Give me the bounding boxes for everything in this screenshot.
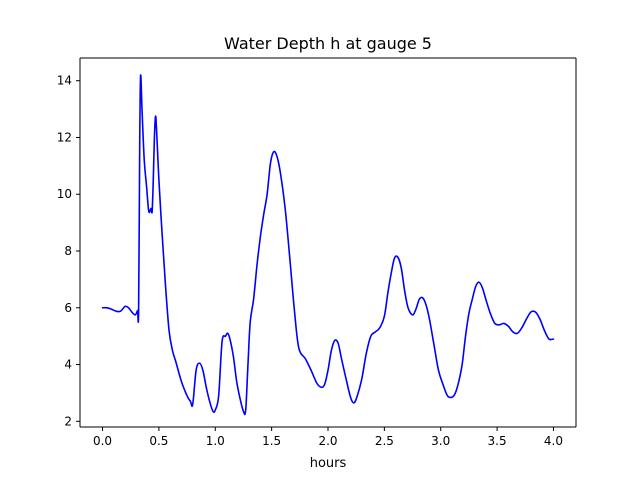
y-tick-label: 6 xyxy=(64,301,72,315)
x-tick-label: 3.0 xyxy=(431,434,450,448)
series-line xyxy=(101,74,555,416)
y-tick-label: 4 xyxy=(64,358,72,372)
x-tick-label: 2.0 xyxy=(318,434,337,448)
x-tick-label: 1.5 xyxy=(262,434,281,448)
plot-area xyxy=(80,58,576,427)
y-tick-label: 14 xyxy=(57,74,72,88)
y-tick-label: 8 xyxy=(64,244,72,258)
x-tick-label: 0.0 xyxy=(93,434,112,448)
x-axis-label: hours xyxy=(310,456,347,471)
x-tick-label: 4.0 xyxy=(544,434,563,448)
y-tick-label: 2 xyxy=(64,414,72,428)
y-tick-label: 10 xyxy=(57,187,72,201)
y-axis: 2 4 6 8 10 12 14 xyxy=(57,74,80,428)
x-tick-label: 1.0 xyxy=(206,434,225,448)
y-tick-label: 12 xyxy=(57,130,72,144)
x-axis: 0.0 0.5 1.0 1.5 2.0 2.5 3.0 3.5 4.0 xyxy=(93,427,563,448)
x-tick-label: 3.5 xyxy=(488,434,507,448)
x-tick-label: 0.5 xyxy=(149,434,168,448)
x-tick-label: 2.5 xyxy=(375,434,394,448)
chart-title: Water Depth h at gauge 5 xyxy=(224,34,432,53)
